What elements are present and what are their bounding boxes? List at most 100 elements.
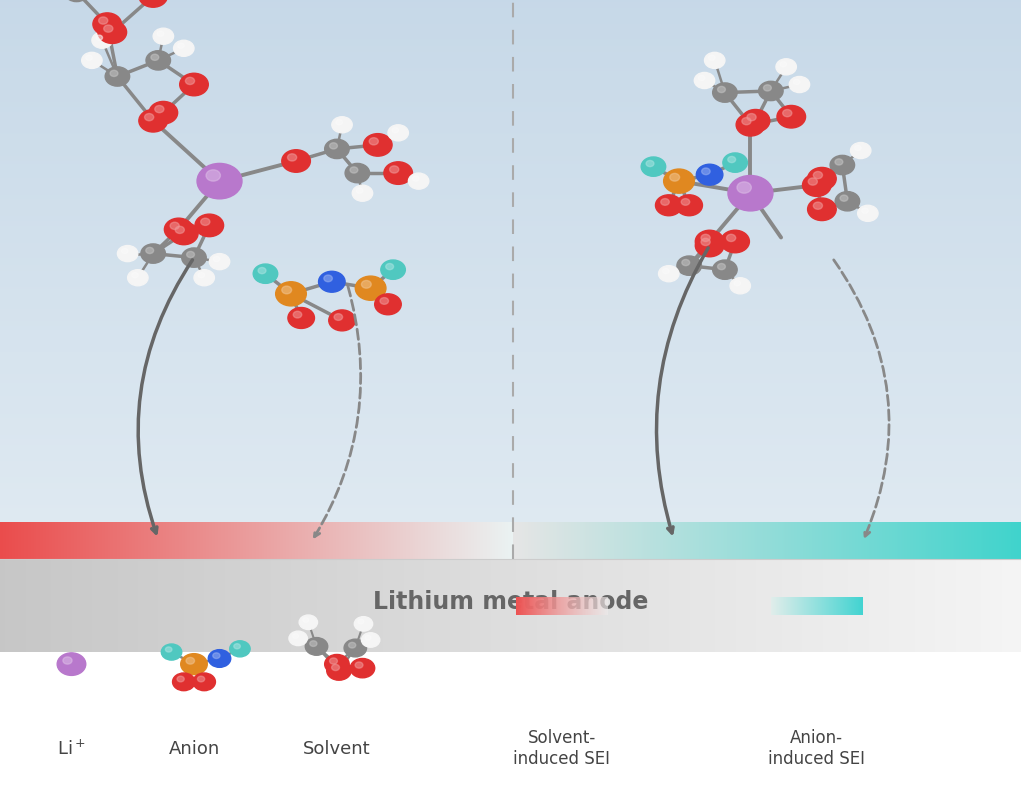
Circle shape (165, 647, 172, 652)
Circle shape (293, 312, 302, 318)
Circle shape (157, 31, 163, 36)
Circle shape (145, 114, 154, 121)
Circle shape (186, 658, 195, 664)
Circle shape (850, 142, 871, 159)
Circle shape (718, 263, 725, 270)
Circle shape (375, 294, 401, 315)
Circle shape (348, 642, 355, 648)
Circle shape (201, 218, 210, 225)
Circle shape (206, 170, 221, 181)
Circle shape (121, 249, 128, 254)
Circle shape (840, 195, 847, 201)
Circle shape (319, 271, 345, 292)
Circle shape (282, 150, 310, 172)
Circle shape (701, 234, 711, 242)
Circle shape (186, 77, 195, 85)
Circle shape (344, 639, 367, 657)
Circle shape (208, 650, 231, 667)
Circle shape (358, 619, 363, 624)
Circle shape (230, 641, 250, 657)
Circle shape (178, 43, 184, 48)
Circle shape (325, 654, 349, 674)
Circle shape (803, 174, 831, 196)
Circle shape (155, 105, 164, 113)
Circle shape (330, 658, 337, 664)
Circle shape (198, 273, 204, 278)
Circle shape (742, 118, 751, 125)
Circle shape (408, 173, 429, 189)
Circle shape (289, 631, 307, 646)
Circle shape (776, 59, 796, 75)
Circle shape (169, 222, 198, 245)
Circle shape (258, 267, 265, 274)
Circle shape (728, 175, 773, 211)
Circle shape (759, 81, 783, 101)
Circle shape (384, 162, 412, 184)
Circle shape (641, 157, 666, 176)
Circle shape (352, 185, 373, 201)
Circle shape (736, 114, 765, 136)
Circle shape (63, 657, 72, 664)
Circle shape (858, 205, 878, 221)
Circle shape (862, 208, 868, 213)
Circle shape (153, 28, 174, 44)
Circle shape (151, 54, 158, 60)
Circle shape (176, 226, 185, 233)
Circle shape (303, 617, 308, 622)
Circle shape (701, 238, 711, 246)
Circle shape (309, 641, 317, 646)
Circle shape (814, 202, 823, 209)
Circle shape (332, 117, 352, 133)
Circle shape (209, 254, 230, 270)
Circle shape (146, 247, 153, 254)
Circle shape (92, 32, 112, 48)
Circle shape (388, 125, 408, 141)
Circle shape (704, 52, 725, 68)
Circle shape (336, 120, 342, 125)
Circle shape (664, 169, 694, 193)
Circle shape (646, 160, 653, 167)
Circle shape (723, 153, 747, 172)
Circle shape (390, 166, 399, 173)
Circle shape (355, 662, 362, 668)
Circle shape (104, 25, 113, 32)
Circle shape (213, 257, 220, 262)
Circle shape (701, 168, 711, 175)
Circle shape (655, 195, 682, 216)
Circle shape (661, 199, 670, 205)
Circle shape (180, 73, 208, 96)
Text: Lithium metal anode: Lithium metal anode (373, 590, 648, 613)
Text: Anion: Anion (168, 740, 220, 758)
Circle shape (728, 156, 735, 163)
Circle shape (139, 109, 167, 132)
Circle shape (741, 109, 770, 132)
Circle shape (783, 109, 792, 117)
Circle shape (713, 83, 737, 102)
Circle shape (345, 163, 370, 183)
Circle shape (253, 264, 278, 283)
Circle shape (793, 80, 799, 85)
Circle shape (354, 617, 373, 631)
Circle shape (677, 256, 701, 275)
Circle shape (288, 154, 297, 161)
Circle shape (681, 199, 690, 205)
Circle shape (93, 13, 121, 35)
Circle shape (299, 615, 318, 630)
Circle shape (288, 308, 314, 328)
Circle shape (718, 86, 725, 93)
Circle shape (676, 195, 702, 216)
Circle shape (727, 234, 736, 242)
Circle shape (194, 270, 214, 286)
Text: Li$^+$: Li$^+$ (57, 739, 86, 758)
Circle shape (381, 260, 405, 279)
Circle shape (128, 270, 148, 286)
Circle shape (234, 644, 240, 649)
Circle shape (327, 661, 351, 680)
Text: Solvent: Solvent (303, 740, 371, 758)
Circle shape (149, 101, 178, 124)
Circle shape (356, 188, 362, 193)
Circle shape (355, 276, 386, 300)
Circle shape (181, 654, 207, 675)
Circle shape (161, 644, 182, 660)
Circle shape (777, 105, 806, 128)
